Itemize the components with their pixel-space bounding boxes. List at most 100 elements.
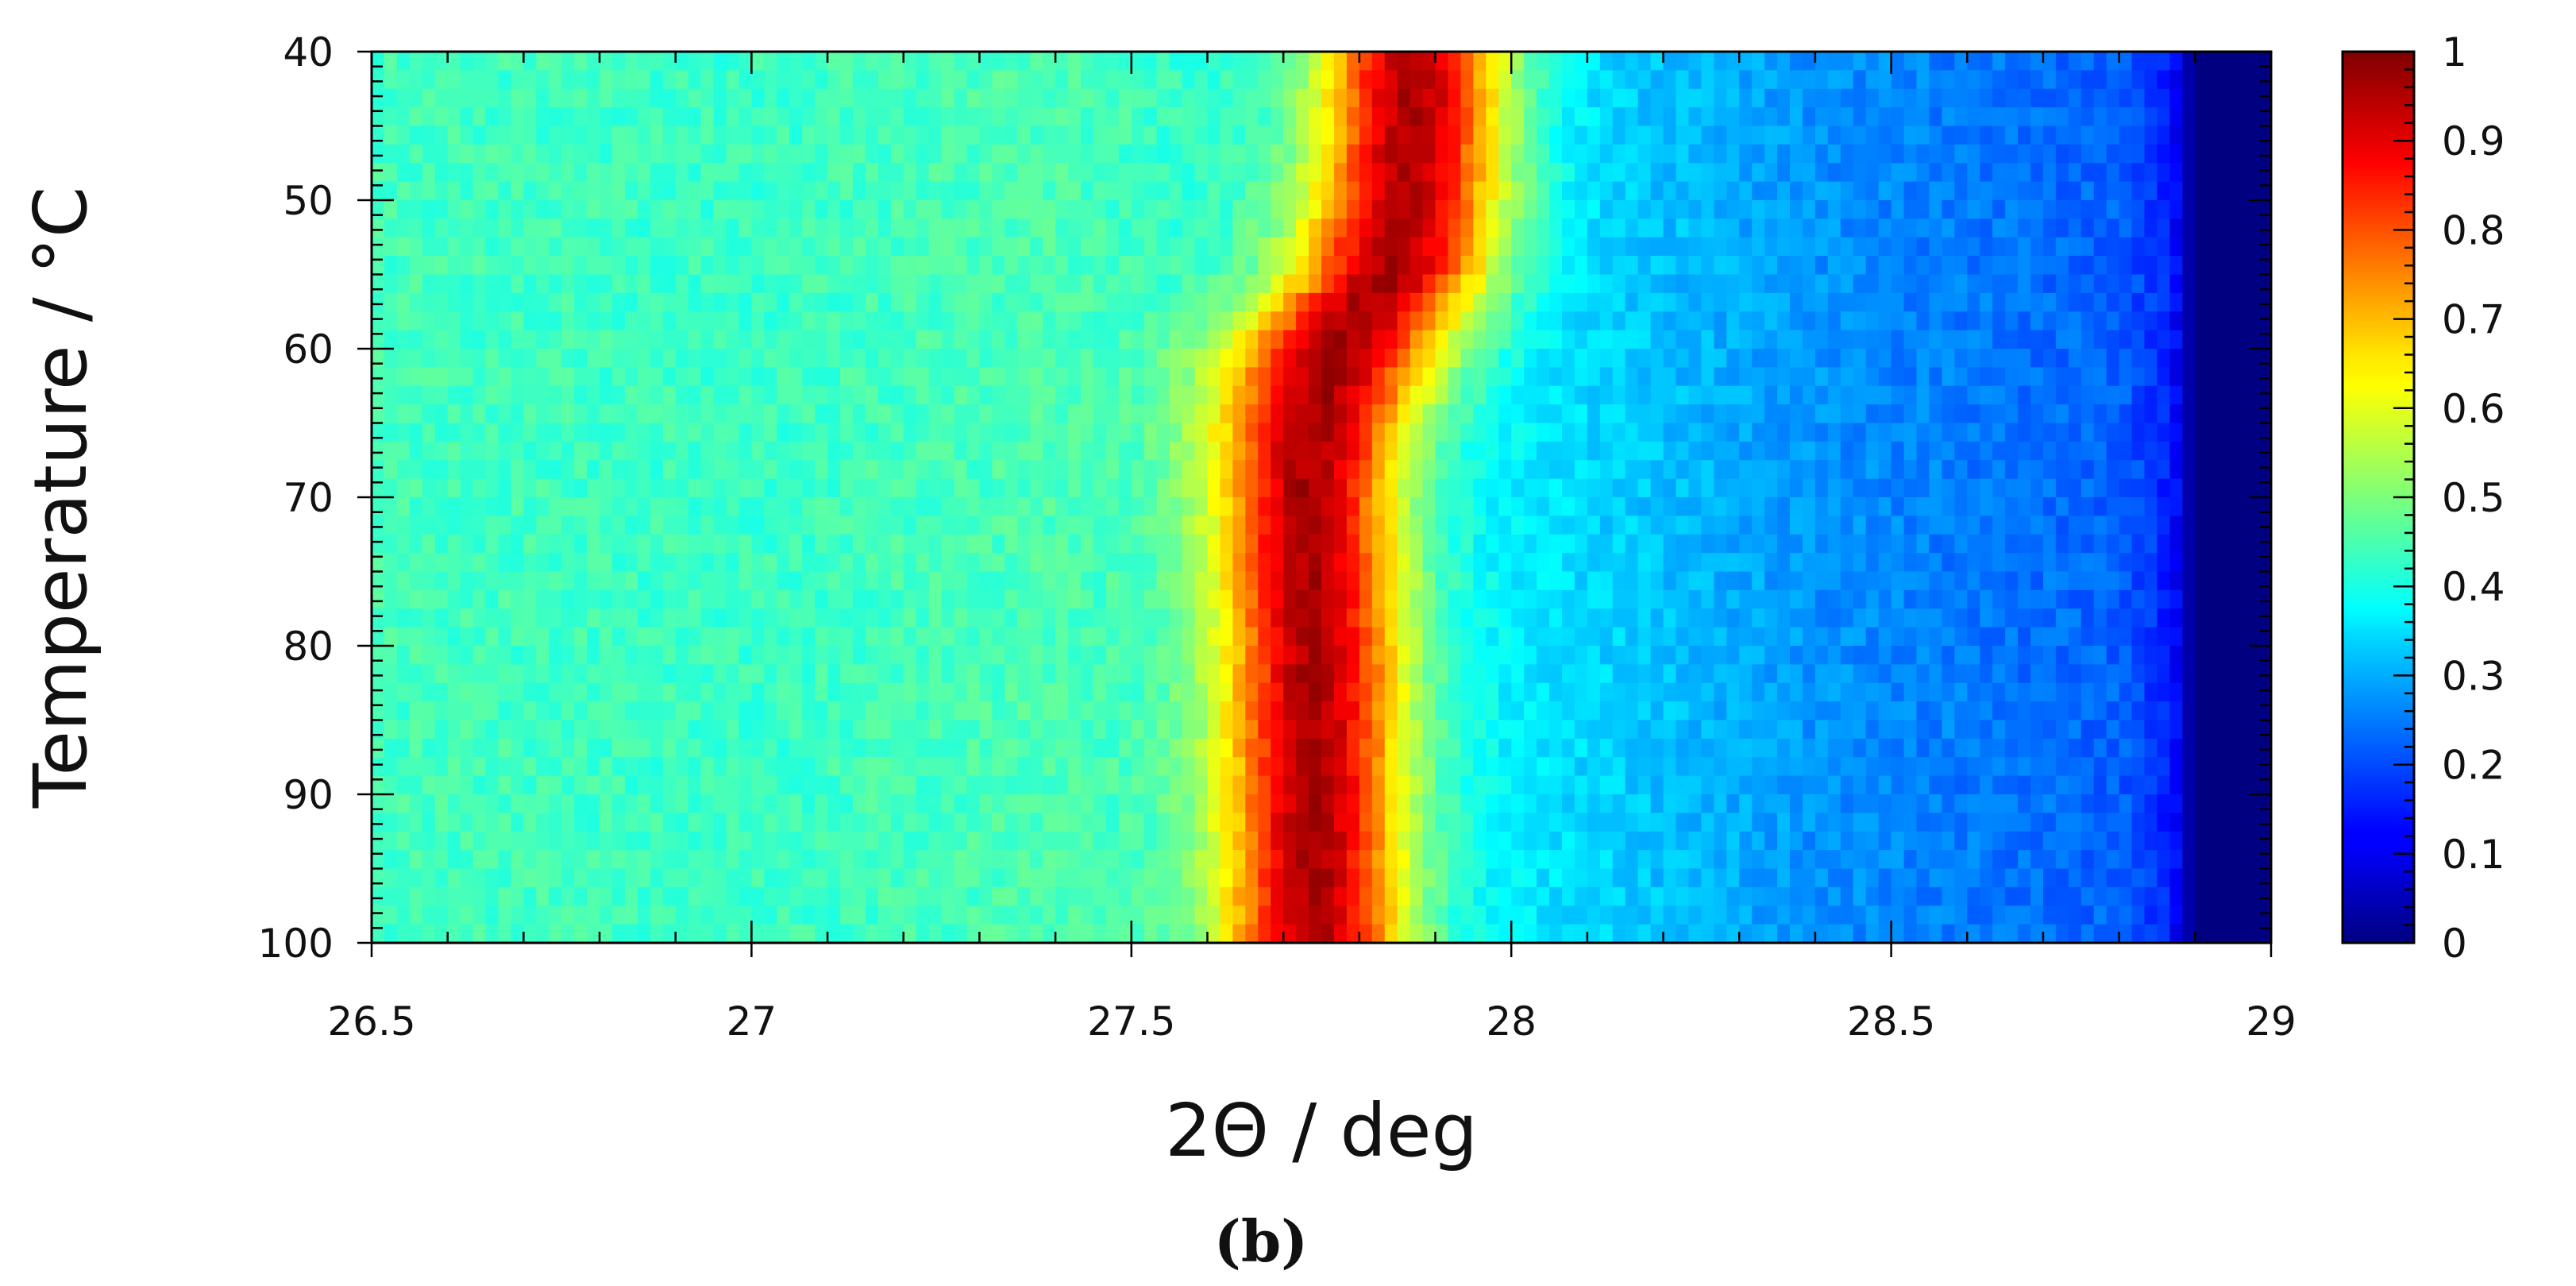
heatmap-cell (434, 571, 449, 591)
heatmap-cell (485, 534, 499, 554)
heatmap-cell (1435, 589, 1449, 610)
heatmap-cell (1992, 256, 2006, 276)
heatmap-cell (1726, 181, 1741, 201)
heatmap-cell (1143, 367, 1158, 387)
heatmap-cell (1143, 497, 1158, 517)
heatmap-cell (815, 330, 828, 349)
heatmap-cell (1980, 404, 1993, 424)
heatmap-cell (2106, 516, 2120, 535)
heatmap-cell (1118, 349, 1132, 369)
heatmap-cell (2106, 52, 2120, 71)
heatmap-cell (1676, 237, 1690, 257)
heatmap-cell (1878, 144, 1892, 164)
heatmap-cell (1903, 163, 1918, 183)
heatmap-cell (928, 404, 943, 424)
heatmap-cell (713, 274, 727, 294)
heatmap-cell (2169, 627, 2184, 647)
heatmap-cell (1321, 516, 1335, 535)
heatmap-cell (1840, 385, 1854, 405)
heatmap-cell (1650, 589, 1664, 610)
heatmap-cell (2233, 144, 2246, 164)
heatmap-cell (1992, 367, 2006, 387)
heatmap-cell (2030, 274, 2044, 294)
heatmap-cell (764, 534, 778, 554)
heatmap-cell (1637, 608, 1652, 628)
heatmap-cell (1625, 52, 1639, 71)
heatmap-cell (600, 181, 613, 201)
heatmap-cell (1663, 88, 1677, 108)
heatmap-cell (662, 218, 677, 238)
heatmap-cell (1333, 163, 1348, 183)
heatmap-cell (2246, 478, 2259, 498)
heatmap-cell (941, 608, 955, 628)
heatmap-cell (1081, 311, 1094, 331)
heatmap-cell (1688, 200, 1703, 220)
heatmap-cell (2258, 126, 2271, 145)
heatmap-cell (1790, 292, 1803, 313)
heatmap-cell (1081, 608, 1094, 628)
heatmap-cell (1245, 385, 1259, 405)
heatmap-cell (1853, 163, 1867, 183)
heatmap-cell (916, 163, 930, 183)
heatmap-cell (2195, 441, 2209, 461)
heatmap-cell (2258, 292, 2271, 313)
heatmap-cell (1891, 144, 1905, 164)
heatmap-cell (1599, 516, 1614, 535)
heatmap-cell (1676, 589, 1690, 610)
heatmap-cell (1207, 107, 1221, 127)
heatmap-cell (713, 534, 727, 554)
heatmap-cell (1840, 274, 1854, 294)
heatmap-cell (713, 88, 727, 108)
heatmap-cell (1827, 423, 1841, 442)
heatmap-cell (1055, 88, 1069, 108)
heatmap-cell (903, 144, 917, 164)
heatmap-cell (1764, 385, 1778, 405)
heatmap-cell (1524, 126, 1537, 145)
heatmap-cell (1714, 274, 1728, 294)
heatmap-cell (777, 423, 791, 442)
heatmap-cell (1220, 349, 1234, 369)
heatmap-cell (1371, 330, 1386, 349)
heatmap-cell (549, 664, 562, 684)
heatmap-cell (852, 200, 866, 220)
heatmap-cell (1587, 256, 1601, 276)
heatmap-cell (1739, 589, 1753, 610)
heatmap-cell (485, 460, 499, 480)
heatmap-cell (1333, 237, 1348, 257)
heatmap-cell (549, 646, 562, 666)
heatmap-cell (1093, 218, 1107, 238)
heatmap-cell (662, 70, 677, 90)
heatmap-cell (1739, 292, 1753, 313)
heatmap-cell (1448, 237, 1462, 257)
heatmap-cell (1663, 330, 1677, 349)
heatmap-cell (1827, 163, 1841, 183)
heatmap-cell (460, 107, 474, 127)
heatmap-cell (2093, 311, 2107, 331)
heatmap-cell (1207, 256, 1221, 276)
heatmap-cell (1118, 404, 1132, 424)
heatmap-cell (802, 385, 816, 405)
heatmap-cell (726, 423, 740, 442)
heatmap-cell (1511, 553, 1525, 573)
heatmap-cell (1397, 256, 1411, 276)
heatmap-cell (2018, 218, 2031, 238)
heatmap-cell (396, 218, 411, 238)
heatmap-cell (2169, 52, 2184, 71)
heatmap-cell (1207, 126, 1221, 145)
heatmap-cell (700, 311, 715, 331)
heatmap-cell (1726, 126, 1741, 145)
heatmap-cell (852, 516, 866, 535)
heatmap-cell (611, 534, 626, 554)
heatmap-cell (2157, 385, 2171, 405)
heatmap-cell (384, 311, 398, 331)
heatmap-cell (2182, 349, 2196, 369)
heatmap-cell (1081, 441, 1094, 461)
heatmap-cell (1688, 441, 1703, 461)
heatmap-cell (1346, 423, 1360, 442)
heatmap-cell (1283, 404, 1297, 424)
heatmap-cell (1005, 423, 1019, 442)
heatmap-cell (2018, 553, 2031, 573)
heatmap-cell (1688, 516, 1703, 535)
heatmap-cell (650, 311, 664, 331)
heatmap-cell (650, 423, 664, 442)
